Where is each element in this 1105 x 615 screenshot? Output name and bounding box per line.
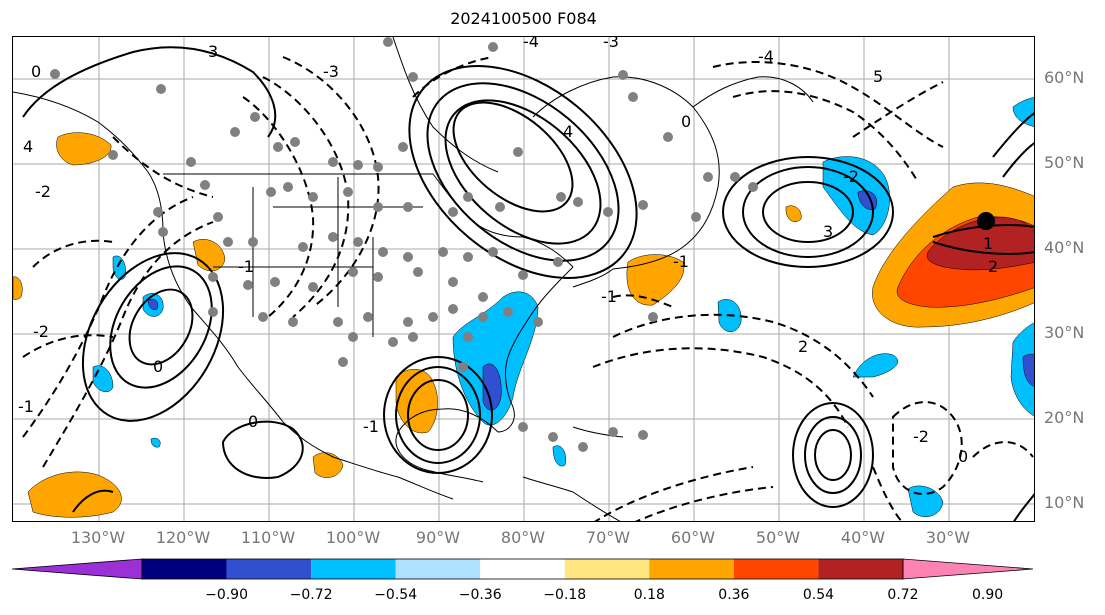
map-title: 2024100500 F084	[450, 9, 597, 28]
map-panel: 0 3 -3 4 -3 3 -2 1 2 -1 5 -4 2 0 0 -2 -1…	[12, 36, 1035, 522]
contour-label: 2	[798, 337, 808, 356]
lon-label: 50°W	[755, 528, 801, 547]
contour-label: -4	[758, 47, 774, 66]
contour-label: 0	[31, 62, 41, 81]
contour-label: -2	[33, 322, 49, 341]
colorbar-extend-high	[902, 558, 1034, 580]
lon-label: 100°W	[325, 528, 381, 547]
colorbar-segment	[395, 559, 481, 579]
colorbar-border	[141, 558, 904, 580]
contour-label: 3	[208, 42, 218, 61]
colorbar-tick-label: 0.72	[887, 587, 919, 603]
colorbar-tick-label: 0.90	[971, 587, 1004, 603]
colorbar-tick-label: 0.36	[718, 587, 750, 603]
contour-label: 0	[153, 357, 163, 376]
lat-label: 50°N	[1044, 153, 1085, 172]
contour-label: 4	[563, 122, 573, 141]
contour-label: -3	[603, 37, 619, 51]
contour-label: 0	[681, 112, 691, 131]
lon-label: 30°W	[925, 528, 971, 547]
contour-label: 0	[248, 412, 258, 431]
lon-label: 70°W	[585, 528, 631, 547]
colorbar-tick-label: −0.90	[205, 587, 248, 603]
colorbar-tick-label: −0.36	[458, 587, 502, 603]
colorbar-tick-label: 0.54	[802, 587, 835, 603]
contour-label: 3	[823, 222, 833, 241]
lon-label: 40°W	[840, 528, 886, 547]
contour-labels: 0 3 -3 4 -3 3 -2 1 2 -1 5 -4 2 0 0 -2 -1…	[18, 37, 998, 466]
colorbar-segment	[480, 559, 565, 579]
contour-label: 1	[983, 234, 993, 253]
lon-label: 110°W	[240, 528, 296, 547]
lat-label: 10°N	[1044, 493, 1085, 512]
contour-label: -1	[673, 252, 689, 271]
colorbar-segment	[564, 559, 650, 579]
contour-label: -3	[323, 62, 339, 81]
colorbar-tick-label: −0.54	[374, 587, 418, 603]
graticule	[13, 37, 1034, 521]
colorbar-tick-label: −0.72	[289, 587, 333, 603]
contour-label: -1	[601, 287, 617, 306]
contour-label: -1	[18, 397, 34, 416]
contour-label: -4	[523, 37, 539, 51]
colorbar-extend-low	[11, 558, 143, 580]
lat-label: 60°N	[1044, 68, 1085, 87]
lat-label: 20°N	[1044, 408, 1085, 427]
lat-label: 40°N	[1044, 238, 1085, 257]
lon-label: 90°W	[415, 528, 461, 547]
contour-label: 2	[988, 257, 998, 276]
colorbar-tick-label: 0.18	[633, 587, 665, 603]
lat-label: 30°N	[1044, 323, 1085, 342]
contour-label: -2	[35, 182, 51, 201]
contour-label: -2	[843, 167, 859, 186]
lon-label: 120°W	[155, 528, 211, 547]
colorbar-segment	[733, 559, 819, 579]
colorbar-segment	[226, 559, 312, 579]
map-canvas: 0 3 -3 4 -3 3 -2 1 2 -1 5 -4 2 0 0 -2 -1…	[13, 37, 1034, 521]
target-marker	[977, 212, 995, 230]
contour-label: 4	[23, 137, 33, 156]
contour-label: -1	[363, 417, 379, 436]
lon-label: 60°W	[670, 528, 716, 547]
station-dots	[50, 37, 758, 452]
contour-label: -1	[238, 257, 254, 276]
colorbar-segment	[818, 559, 903, 579]
lon-label: 130°W	[70, 528, 126, 547]
colorbar	[11, 558, 1034, 580]
contour-label: 0	[958, 447, 968, 466]
contour-label: 5	[873, 67, 883, 86]
colorbar-segment	[311, 559, 396, 579]
colorbar-segment	[649, 559, 734, 579]
dashed-contours	[22, 56, 1034, 521]
colorbar-tick-label: −0.18	[543, 587, 587, 603]
colorbar-segment	[142, 559, 227, 579]
lon-label: 80°W	[500, 528, 546, 547]
contour-label: -2	[913, 427, 929, 446]
